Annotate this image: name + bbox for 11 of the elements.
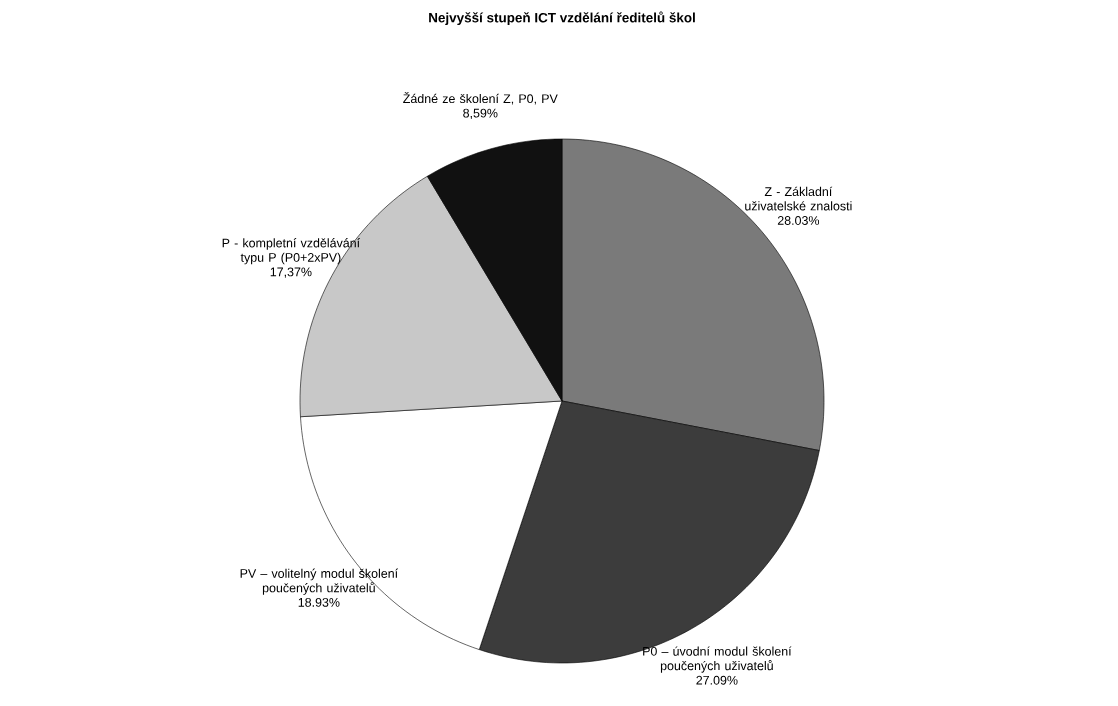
data-label: 27.09% <box>696 675 738 685</box>
chart-title: Nejvyšší stupeň ICT vzdělání ředitelů škol <box>429 11 695 26</box>
slice-label: P - kompletní vzdělávání typu P (P0+2xPV) <box>222 238 361 265</box>
slice-label: P0 – úvodní modul školení poučených uživatelů <box>643 646 792 673</box>
data-label: 18.93% <box>298 597 340 607</box>
data-label: 28.03% <box>777 216 820 225</box>
data-label: 17,37% <box>270 267 312 278</box>
slice-label: Z - Základní uživatelské znalosti <box>745 186 852 211</box>
slice-label: PV – volitelný modul školení poučených uživatelů <box>240 568 399 595</box>
data-label: 8,59% <box>463 108 498 120</box>
slice-label: Žádné ze školení Z, P0, PV <box>403 92 558 105</box>
